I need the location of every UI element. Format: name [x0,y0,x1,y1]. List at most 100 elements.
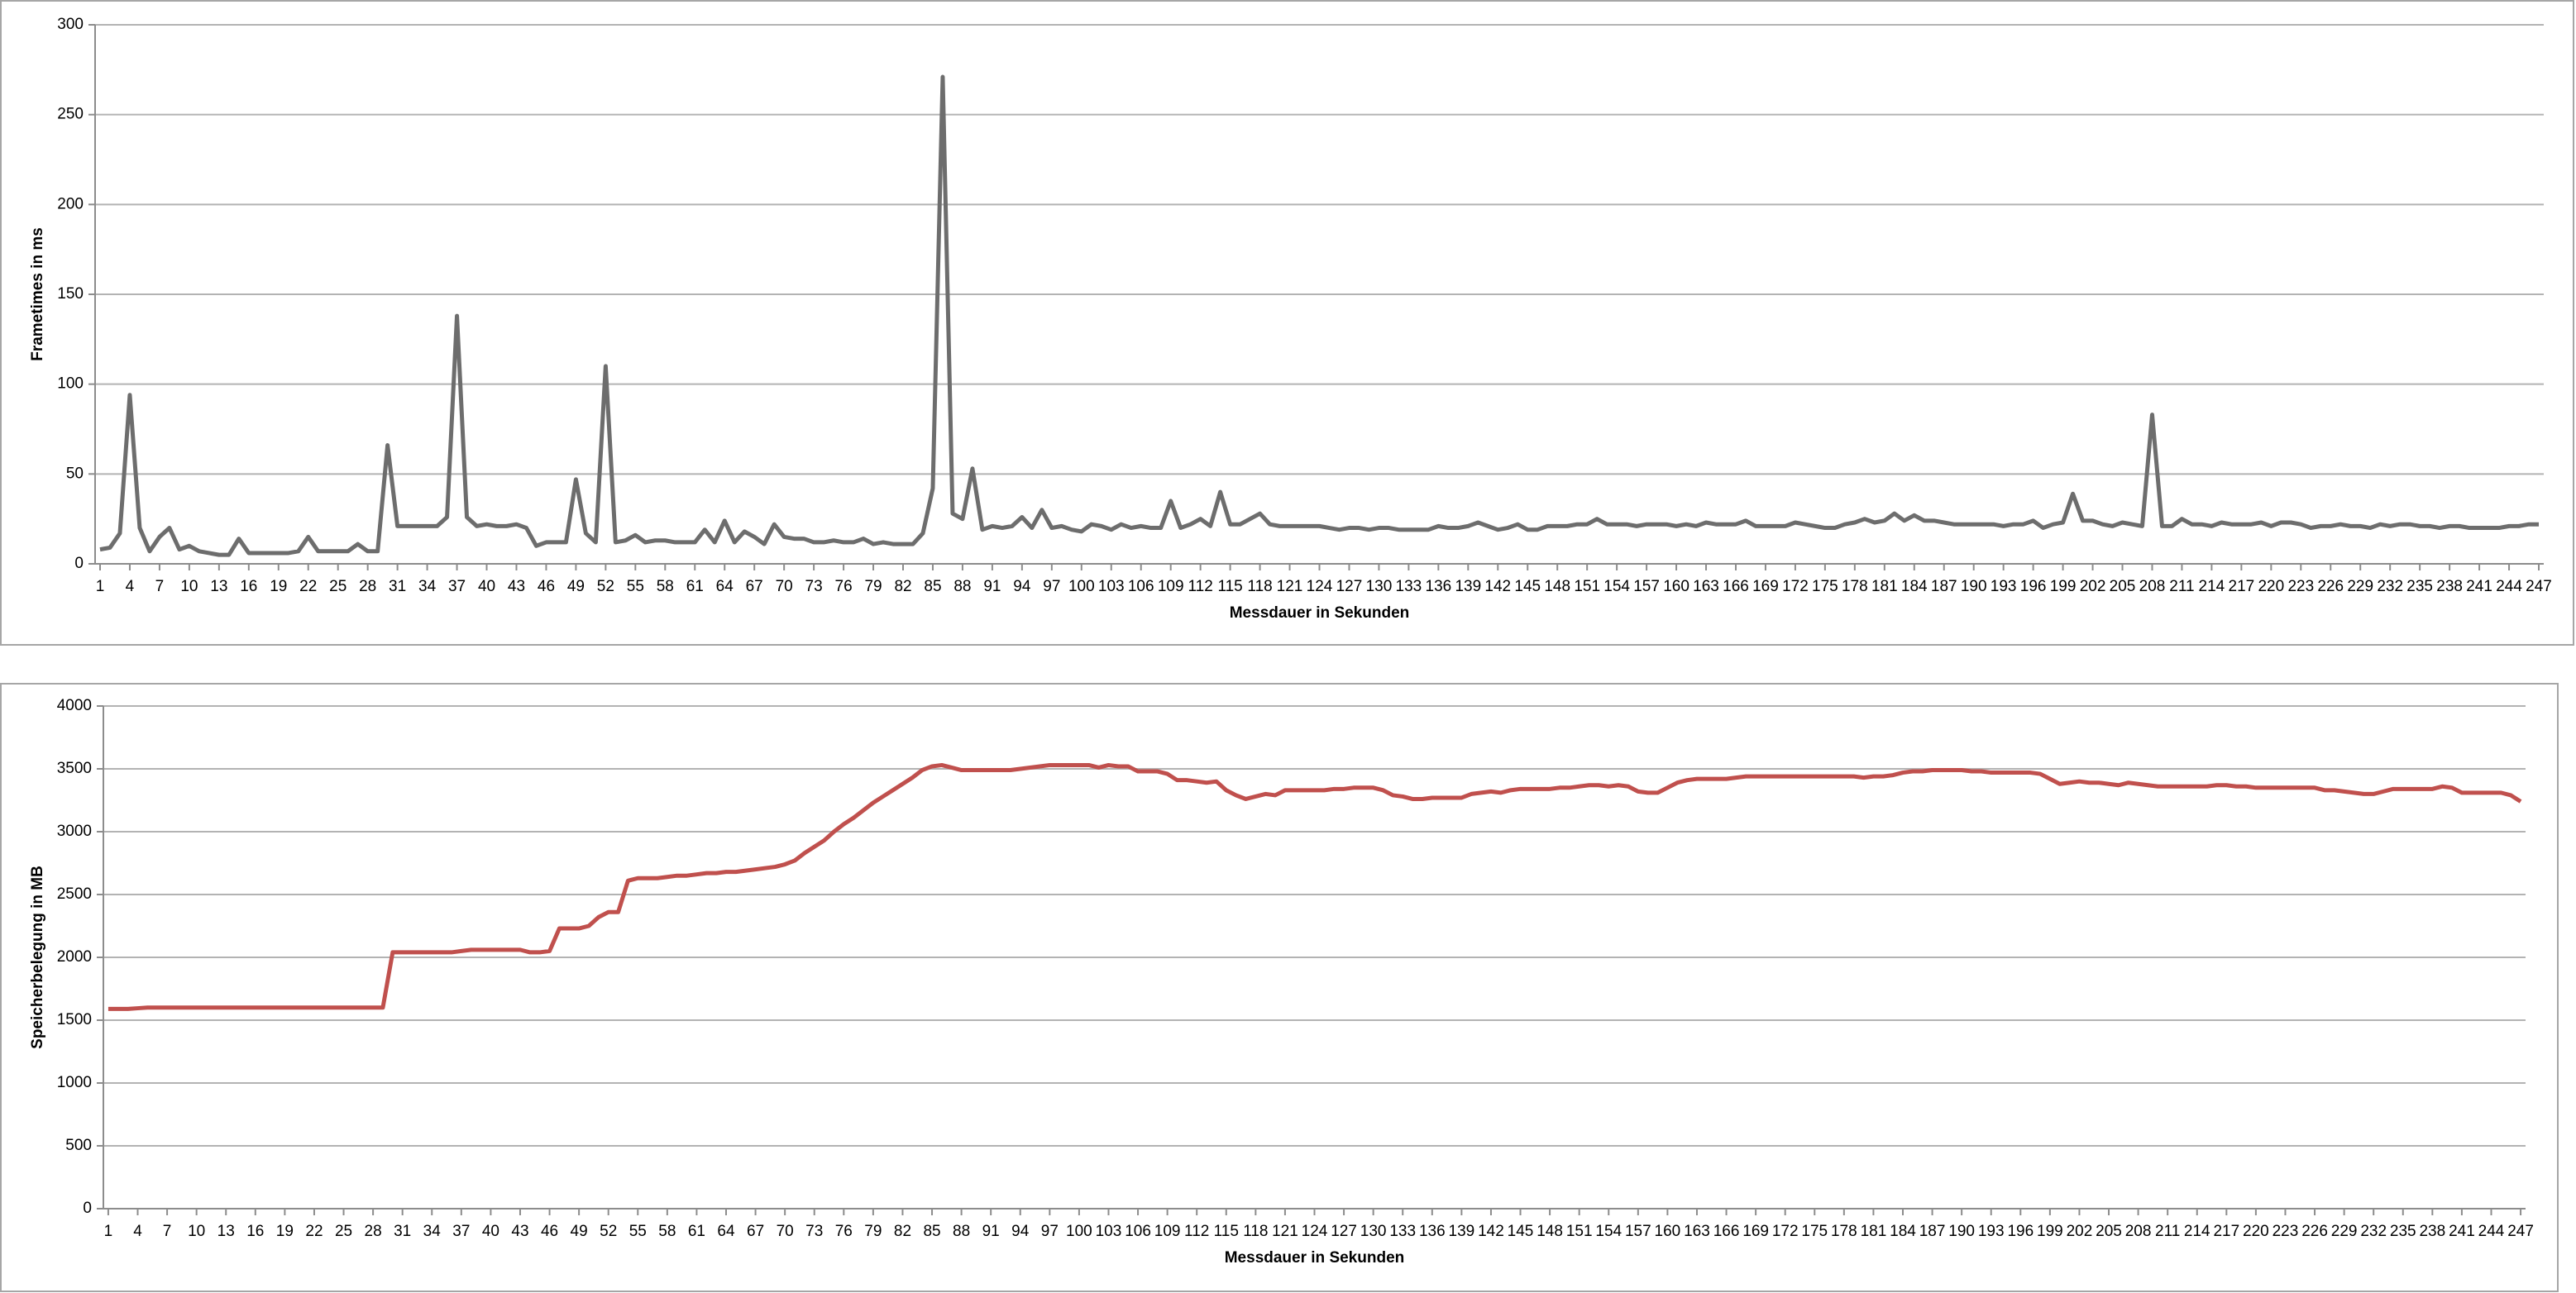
x-tick-label: 226 [2317,578,2344,595]
y-tick-label: 0 [83,1200,92,1217]
x-tick-label: 109 [1158,578,1184,595]
x-tick-label: 142 [1484,578,1511,595]
x-tick-label: 94 [1011,1223,1030,1240]
x-tick-label: 205 [2096,1223,2122,1240]
x-tick-label: 226 [2301,1223,2328,1240]
x-tick-label: 193 [1991,578,2017,595]
x-tick-label: 157 [1625,1223,1651,1240]
x-tick-label: 10 [188,1223,205,1240]
x-tick-label: 166 [1713,1223,1740,1240]
x-tick-label: 28 [365,1223,382,1240]
data-line [108,762,2522,1011]
x-tick-label: 115 [1217,578,1242,595]
x-tick-label: 133 [1389,1223,1416,1240]
x-tick-label: 169 [1742,1223,1769,1240]
y-tick-label: 150 [57,285,84,303]
x-tick-label: 13 [217,1223,235,1240]
y-axis-title: Speicherbelegung in MB [29,866,46,1049]
x-tick-label: 211 [2155,1223,2180,1240]
x-tick-label: 196 [2007,1223,2034,1240]
x-tick-label: 130 [1360,1223,1387,1240]
x-tick-label: 52 [597,578,614,595]
y-tick-label: 2000 [57,948,92,966]
x-tick-label: 148 [1537,1223,1563,1240]
x-tick-label: 217 [2213,1223,2239,1240]
x-tick-label: 55 [629,1223,647,1240]
x-tick-label: 157 [1633,578,1660,595]
x-tick-label: 31 [389,578,406,595]
x-tick-label: 139 [1449,1223,1475,1240]
x-tick-label: 25 [329,578,346,595]
x-tick-label: 154 [1595,1223,1622,1240]
x-tick-label: 127 [1336,578,1363,595]
x-tick-label: 88 [953,578,971,595]
x-tick-label: 229 [2331,1223,2358,1240]
x-tick-label: 79 [864,578,882,595]
x-tick-label: 76 [835,1223,853,1240]
x-tick-label: 85 [923,1223,940,1240]
x-tick-label: 163 [1684,1223,1710,1240]
x-tick-label: 73 [805,1223,823,1240]
x-tick-label: 145 [1514,578,1541,595]
y-tick-label: 200 [57,195,84,212]
chart-frame [0,0,2574,646]
x-tick-label: 211 [2169,578,2194,595]
x-tick-label: 241 [2449,1223,2475,1240]
x-tick-label: 145 [1508,1223,1534,1240]
x-tick-label: 166 [1723,578,1749,595]
x-tick-label: 49 [567,578,585,595]
x-tick-label: 175 [1812,578,1838,595]
x-tick-label: 214 [2184,1223,2210,1240]
x-tick-label: 121 [1272,1223,1298,1240]
x-tick-label: 178 [1842,578,1868,595]
data-line [99,74,2540,557]
x-tick-label: 220 [2258,578,2284,595]
y-tick-label: 1000 [57,1074,92,1091]
y-tick-label: 4000 [57,697,92,714]
x-tick-label: 184 [1901,578,1928,595]
x-tick-label: 70 [776,578,793,595]
x-tick-label: 61 [688,1223,705,1240]
x-tick-label: 202 [2080,578,2106,595]
x-tick-label: 37 [452,1223,470,1240]
x-tick-label: 175 [1801,1223,1828,1240]
x-tick-label: 244 [2496,578,2522,595]
x-tick-label: 136 [1426,578,1452,595]
x-tick-label: 241 [2466,578,2492,595]
x-tick-label: 67 [746,578,763,595]
x-tick-label: 10 [180,578,198,595]
x-tick-label: 247 [2507,1223,2534,1240]
x-tick-label: 133 [1396,578,1422,595]
x-tick-label: 103 [1096,1223,1122,1240]
x-tick-label: 82 [894,1223,911,1240]
x-tick-label: 160 [1663,578,1689,595]
x-tick-label: 55 [627,578,644,595]
x-tick-label: 1 [104,1223,113,1240]
x-tick-label: 106 [1125,1223,1151,1240]
x-tick-label: 199 [2050,578,2077,595]
x-tick-label: 16 [240,578,257,595]
x-tick-label: 70 [777,1223,794,1240]
y-tick-label: 2500 [57,885,92,903]
y-tick-label: 500 [65,1137,92,1154]
x-tick-label: 109 [1154,1223,1181,1240]
y-tick-label: 50 [66,465,84,482]
x-tick-label: 76 [835,578,853,595]
x-tick-label: 247 [2526,578,2552,595]
x-tick-label: 181 [1871,578,1898,595]
x-tick-label: 31 [394,1223,411,1240]
x-tick-label: 148 [1544,578,1570,595]
x-tick-label: 91 [982,1223,1000,1240]
x-tick-label: 82 [894,578,911,595]
x-axis-title: Messdauer in Sekunden [1230,604,1410,622]
x-tick-label: 22 [305,1223,323,1240]
x-tick-label: 88 [953,1223,970,1240]
x-tick-label: 172 [1772,1223,1799,1240]
x-tick-label: 190 [1948,1223,1975,1240]
x-tick-label: 112 [1184,1223,1209,1240]
x-tick-label: 196 [2020,578,2047,595]
x-tick-label: 49 [571,1223,588,1240]
x-tick-label: 205 [2110,578,2136,595]
x-tick-label: 235 [2390,1223,2416,1240]
